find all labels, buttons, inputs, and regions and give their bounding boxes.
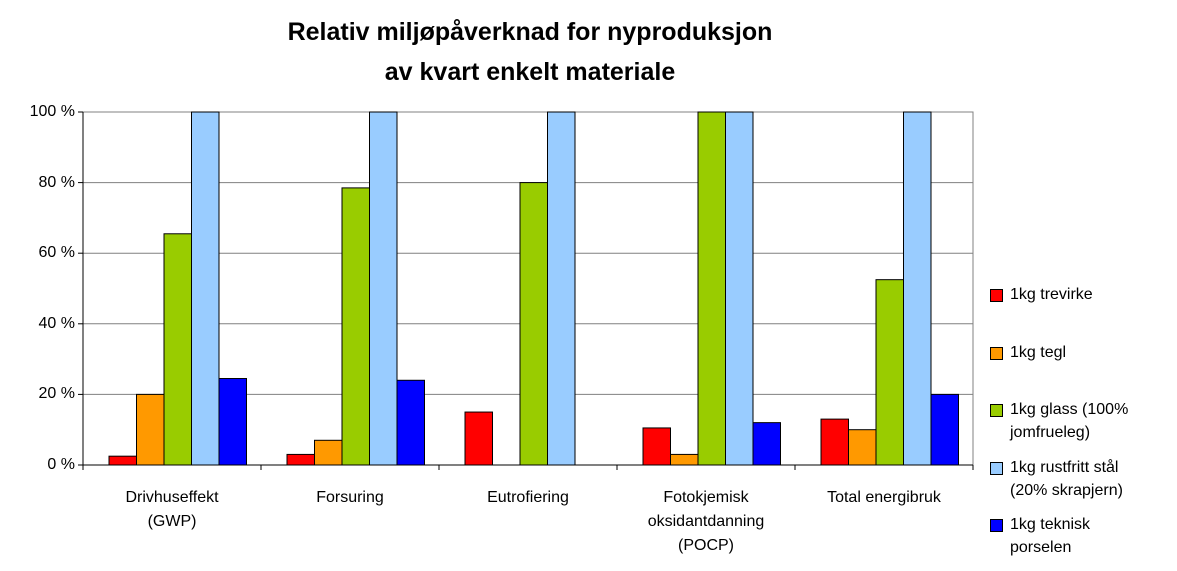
bar — [191, 111, 220, 466]
bar — [903, 111, 932, 466]
bar — [930, 393, 959, 466]
legend-swatch — [990, 462, 1003, 475]
bar — [875, 279, 904, 466]
legend-swatch — [990, 289, 1003, 302]
bar — [642, 427, 671, 466]
bar — [286, 453, 315, 466]
bar — [163, 233, 192, 466]
y-tick-label: 0 % — [47, 456, 75, 473]
y-tick-label: 20 % — [38, 385, 75, 403]
legend-label: 1kg glass (100% jomfrueleg) — [1010, 401, 1129, 441]
bar — [848, 429, 877, 466]
chart-title: Relativ miljøpåverknad for nyproduksjon … — [287, 18, 773, 86]
y-tick-label: 80 % — [38, 173, 75, 191]
bar — [341, 187, 370, 466]
bar — [218, 378, 247, 466]
legend-swatch — [990, 347, 1003, 360]
legend-label: 1kg rustfritt stål (20% skrapjern) — [1010, 459, 1123, 499]
legend-label: 1kg tegl — [1010, 344, 1067, 361]
legend-swatch — [990, 519, 1003, 532]
bar — [752, 422, 781, 466]
legend-label: 1kg teknisk porselen — [1010, 516, 1091, 556]
x-tick-label: Eutrofiering — [487, 489, 569, 506]
y-tick-label: 100 % — [29, 103, 75, 120]
x-tick-label: Fotokjemisk oksidantdanning (POCP) — [647, 489, 765, 554]
bar — [697, 111, 726, 466]
bar — [314, 439, 343, 466]
x-tick-label: Drivhuseffekt (GWP) — [125, 489, 219, 530]
legend-label: 1kg trevirke — [1010, 286, 1093, 303]
bar — [547, 111, 576, 466]
y-tick-label: 60 % — [38, 244, 75, 262]
bar — [396, 379, 425, 466]
x-tick-label: Total energibruk — [827, 489, 941, 506]
bar — [725, 111, 754, 466]
bar — [369, 111, 398, 466]
bar — [670, 453, 699, 466]
x-tick-label: Forsuring — [316, 489, 384, 506]
y-tick-label: 40 % — [38, 314, 75, 332]
legend-swatch — [990, 404, 1003, 417]
bar — [136, 393, 165, 466]
bar — [464, 411, 493, 466]
bar — [108, 455, 137, 466]
bar — [519, 182, 548, 466]
bar — [820, 418, 849, 466]
